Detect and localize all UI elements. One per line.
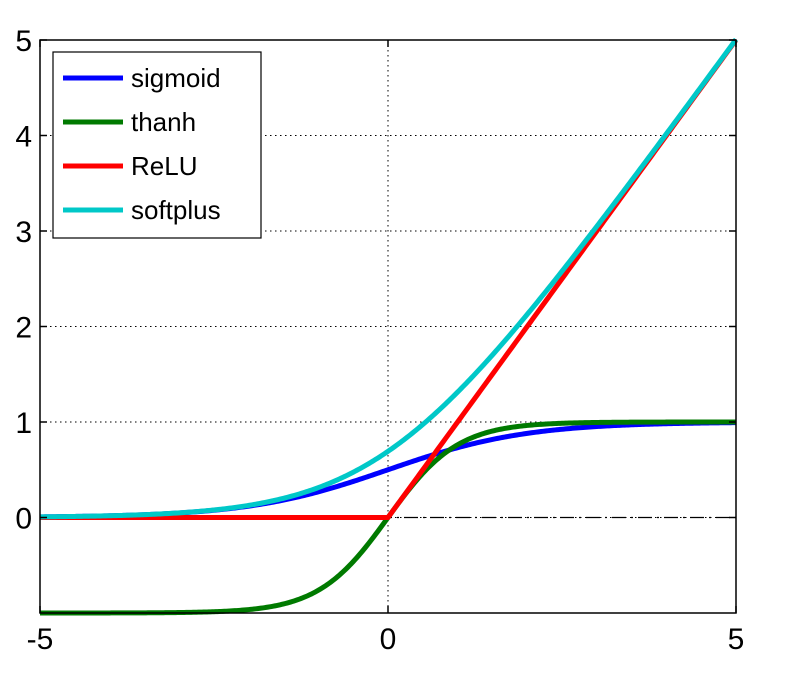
x-tick-label: -5 <box>27 623 54 656</box>
y-tick-label: 3 <box>15 216 32 249</box>
y-tick-label: 0 <box>15 503 32 536</box>
y-tick-label: 5 <box>15 25 32 58</box>
axes: -5 0 5 0 1 2 3 4 5 <box>15 25 744 656</box>
x-tick-label: 0 <box>380 623 397 656</box>
y-tick-label: 1 <box>15 407 32 440</box>
y-tick-label: 4 <box>15 121 32 154</box>
legend-label-thanh: thanh <box>131 107 196 137</box>
y-tick-label: 2 <box>15 312 32 345</box>
legend-box <box>52 51 262 239</box>
legend: sigmoid thanh ReLU softplus <box>52 51 262 239</box>
legend-label-sigmoid: sigmoid <box>131 63 221 93</box>
legend-label-relu: ReLU <box>131 151 197 181</box>
series-line-softplus <box>39 37 739 520</box>
x-tick-label: 5 <box>728 623 745 656</box>
legend-label-softplus: softplus <box>131 195 221 225</box>
